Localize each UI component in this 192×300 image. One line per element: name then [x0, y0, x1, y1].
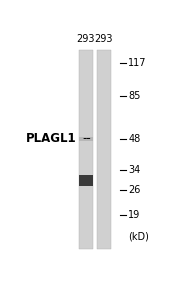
- Bar: [79, 50, 93, 248]
- Bar: [79, 137, 93, 140]
- Text: 26: 26: [128, 184, 141, 195]
- Text: 34: 34: [128, 165, 140, 175]
- Text: 117: 117: [128, 58, 147, 68]
- Text: --: --: [82, 132, 91, 145]
- Text: 19: 19: [128, 210, 140, 220]
- Text: 293: 293: [94, 34, 113, 44]
- Bar: [79, 175, 93, 186]
- Text: PLAGL1: PLAGL1: [26, 132, 76, 145]
- Text: (kD): (kD): [128, 232, 149, 242]
- Text: 293: 293: [76, 34, 95, 44]
- Text: 48: 48: [128, 134, 140, 144]
- Text: 85: 85: [128, 91, 141, 101]
- Bar: [97, 50, 111, 248]
